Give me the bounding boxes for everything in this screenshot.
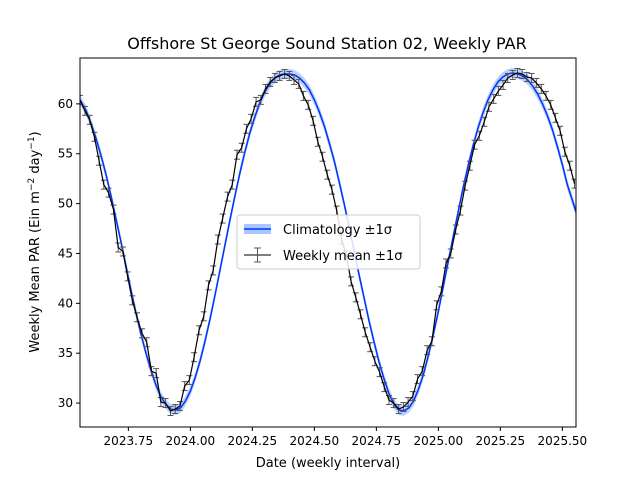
y-tick-label: 60 xyxy=(58,97,73,111)
y-tick-label: 50 xyxy=(58,197,73,211)
x-tick-label: 2024.50 xyxy=(290,434,340,448)
y-tick-label: 35 xyxy=(58,346,73,360)
y-tick-label: 55 xyxy=(58,147,73,161)
x-tick-label: 2024.75 xyxy=(352,434,402,448)
x-axis-label: Date (weekly interval) xyxy=(256,456,401,471)
x-tick-label: 2025.00 xyxy=(414,434,464,448)
legend-label-climatology: Climatology ±1σ xyxy=(283,223,392,238)
y-axis-label: Weekly Mean PAR (Ein m−2 day−1) xyxy=(27,131,43,352)
chart-title: Offshore St George Sound Station 02, Wee… xyxy=(127,34,526,53)
x-tick-label: 2025.25 xyxy=(476,434,526,448)
x-tick-label: 2024.25 xyxy=(228,434,278,448)
x-tick-label: 2025.50 xyxy=(538,434,588,448)
legend-label-weekly: Weekly mean ±1σ xyxy=(283,249,402,264)
y-tick-label: 30 xyxy=(58,396,73,410)
x-tick-label: 2023.75 xyxy=(104,434,154,448)
x-tick-label: 2024.00 xyxy=(166,434,216,448)
y-tick-label: 40 xyxy=(58,296,73,310)
y-tick-label: 45 xyxy=(58,246,73,260)
legend: Climatology ±1σ Weekly mean ±1σ xyxy=(237,215,420,269)
